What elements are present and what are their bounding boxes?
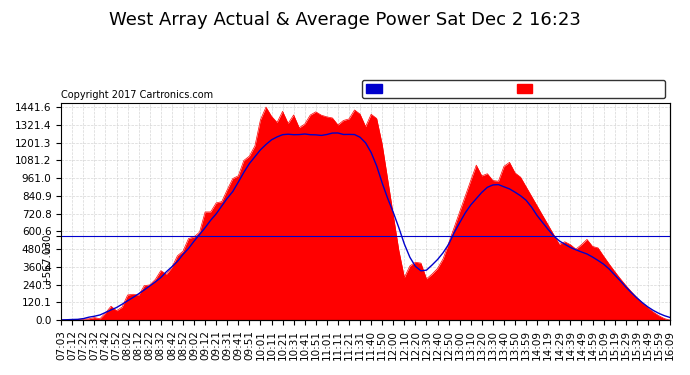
- Legend: Average  (DC Watts), West Array  (DC Watts): Average (DC Watts), West Array (DC Watts…: [362, 80, 664, 98]
- Text: West Array Actual & Average Power Sat Dec 2 16:23: West Array Actual & Average Power Sat De…: [109, 11, 581, 29]
- Text: Copyright 2017 Cartronics.com: Copyright 2017 Cartronics.com: [61, 90, 213, 100]
